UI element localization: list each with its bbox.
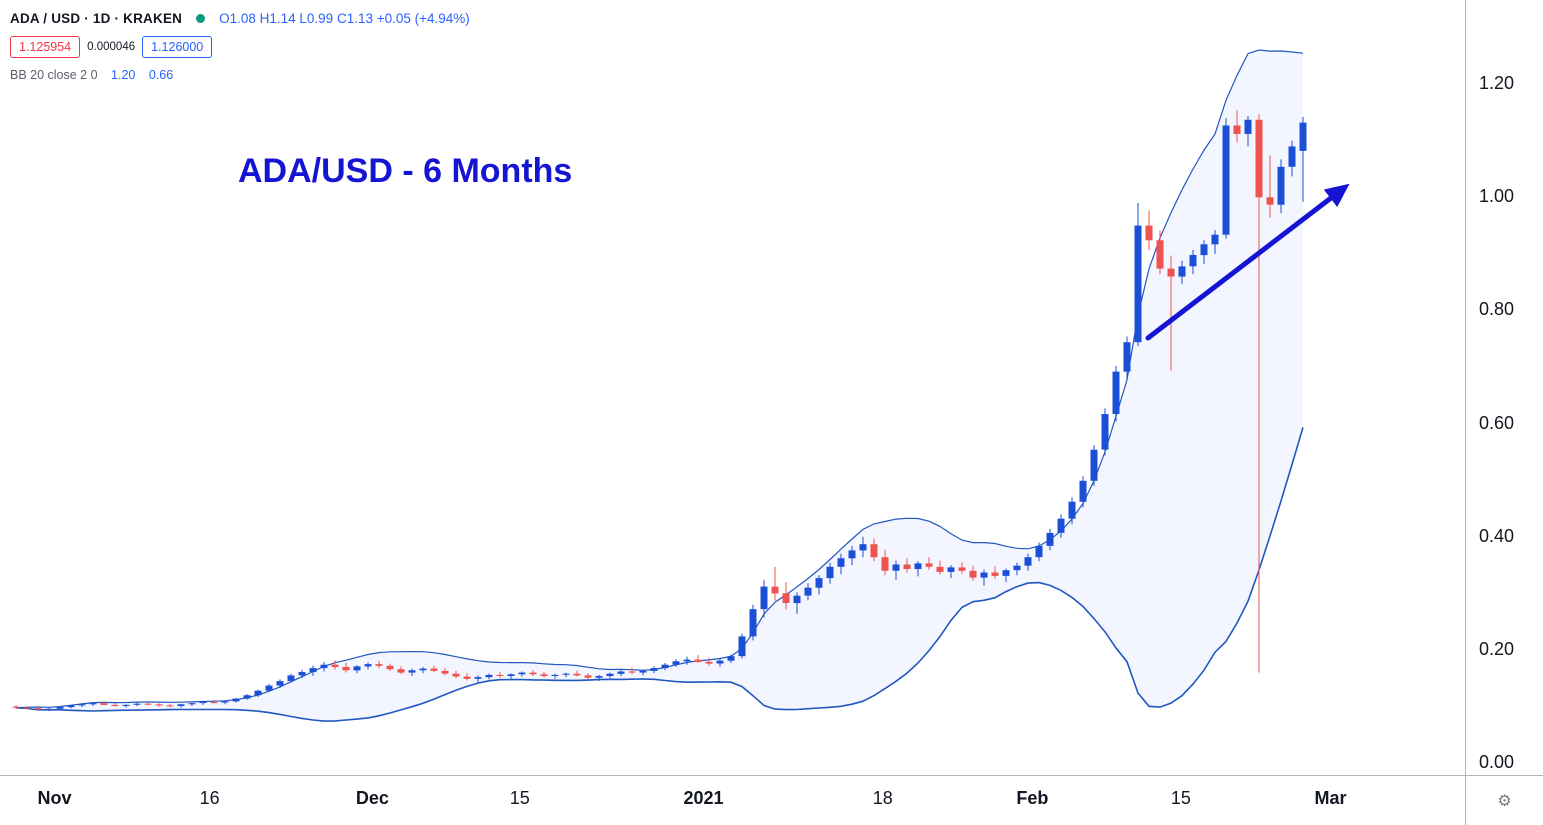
bb-upper-value: 1.20: [111, 68, 136, 82]
time-tick-label: 2021: [683, 788, 724, 808]
symbol-row: ADA / USD · 1D · KRAKEN O1.08 H1.14 L0.9…: [10, 8, 470, 28]
price-axis[interactable]: 0.00 0.20 0.40 0.60 0.80 1.00 1.20: [1465, 0, 1543, 775]
trade-buttons-row: 1.125954 0.000046 1.126000: [10, 36, 470, 58]
time-axis[interactable]: Nov 16 Dec 15 2021 18 Feb 15 Mar: [0, 775, 1465, 825]
time-tick-label: Nov: [37, 788, 72, 808]
time-tick-label: 15: [509, 788, 530, 808]
gear-icon[interactable]: ⚙: [1497, 793, 1512, 810]
bollinger-lower-band[interactable]: [15, 427, 1304, 722]
chart-plot[interactable]: ADA/USD - 6 Months ADA / USD · 1D · KRAK…: [0, 0, 1465, 775]
spread-value: 0.000046: [87, 41, 136, 53]
sell-price-button[interactable]: 1.125954: [10, 36, 81, 58]
time-tick-label: 16: [199, 788, 220, 808]
candlestick-chart[interactable]: [0, 0, 1465, 775]
time-tick-label: 15: [1170, 788, 1191, 808]
bollinger-upper-band[interactable]: [15, 49, 1304, 709]
market-status-dot: [196, 13, 206, 23]
time-tick-label: Feb: [1016, 788, 1049, 808]
price-tick-label: 1.20: [1479, 73, 1515, 94]
indicator-title: BB 20 close 2 0: [10, 68, 98, 82]
time-tick-label: 18: [872, 788, 893, 808]
price-tick-label: 0.00: [1479, 752, 1515, 772]
trend-arrow[interactable]: [1145, 183, 1350, 341]
bollinger-fill: [16, 50, 1303, 722]
price-tick-label: 0.40: [1479, 525, 1515, 546]
price-tick-label: 0.20: [1479, 638, 1515, 659]
buy-price-button[interactable]: 1.126000: [142, 36, 213, 58]
indicator-legend-bb[interactable]: BB 20 close 2 0 1.20 0.66: [10, 68, 470, 82]
price-tick-label: 0.60: [1479, 412, 1515, 433]
legend: ADA / USD · 1D · KRAKEN O1.08 H1.14 L0.9…: [10, 8, 470, 82]
price-tick-label: 0.80: [1479, 299, 1515, 320]
axis-settings-corner: ⚙: [1465, 775, 1543, 825]
time-tick-label: Mar: [1314, 788, 1347, 808]
time-tick-label: Dec: [355, 788, 389, 808]
ohlc-values: O1.08 H1.14 L0.99 C1.13 +0.05 (+4.94%): [219, 10, 470, 26]
price-tick-label: 1.00: [1479, 186, 1515, 207]
symbol-title[interactable]: ADA / USD · 1D · KRAKEN: [10, 10, 183, 26]
bb-lower-value: 0.66: [148, 68, 174, 82]
